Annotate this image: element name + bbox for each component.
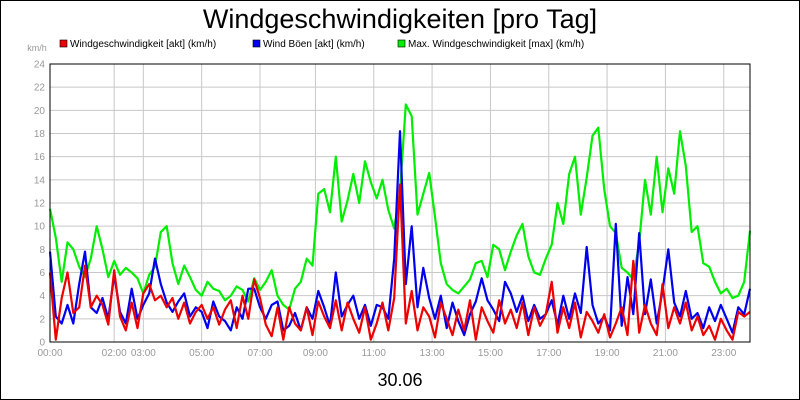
legend-swatch <box>59 39 68 48</box>
x-tick-label: 00:00 <box>37 348 62 359</box>
y-tick-label: 20 <box>34 106 46 117</box>
legend: Windgeschwindigkeit [akt] (km/h) Wind Böe… <box>59 39 584 50</box>
y-tick-label: 10 <box>34 222 46 233</box>
y-tick-label: 16 <box>34 152 46 163</box>
y-tick-label: 14 <box>34 175 46 186</box>
x-axis-ticks: 00:00 02:00 03:00 05:00 07:00 09:00 11:00 13:00… <box>37 348 736 359</box>
x-tick-label: 05:00 <box>189 348 214 359</box>
x-tick-label: 07:00 <box>247 348 272 359</box>
x-tick-label: 19:00 <box>595 348 620 359</box>
x-tick-label: 21:00 <box>653 348 678 359</box>
x-tick-label: 02:00 <box>102 348 127 359</box>
y-tick-label: 12 <box>34 199 46 210</box>
y-tick-label: 6 <box>39 268 45 279</box>
legend-label: Wind Böen [akt] (km/h) <box>263 39 365 50</box>
y-tick-label: 2 <box>39 314 45 325</box>
y-tick-label: 0 <box>39 338 45 349</box>
x-tick-label: 23:00 <box>711 348 736 359</box>
legend-swatch <box>397 39 406 48</box>
series-lines <box>48 103 752 341</box>
series-line-2 <box>48 130 752 337</box>
y-tick-label: 4 <box>39 291 45 302</box>
y-axis-unit: km/h <box>27 43 47 53</box>
x-tick-label: 11:00 <box>362 348 387 359</box>
legend-label: Windgeschwindigkeit [akt] (km/h) <box>70 39 216 50</box>
y-tick-label: 22 <box>34 83 46 94</box>
x-tick-label: 09:00 <box>303 348 328 359</box>
plot-area <box>49 63 751 343</box>
y-tick-label: 24 <box>34 60 46 71</box>
x-tick-label: 13:00 <box>420 348 445 359</box>
y-tick-label: 18 <box>34 129 46 140</box>
x-tick-label: 17:00 <box>536 348 561 359</box>
series-line-3 <box>48 183 751 341</box>
legend-label: Max. Windgeschwindigkeit [max] (km/h) <box>408 39 584 50</box>
x-tick-label: 03:00 <box>131 348 156 359</box>
legend-swatch <box>252 39 261 48</box>
x-tick-label: 15:00 <box>478 348 503 359</box>
x-axis-date-label: 30.06 <box>377 370 422 390</box>
y-tick-label: 8 <box>39 245 45 256</box>
chart-title: Windgeschwindigkeiten [pro Tag] <box>203 4 597 34</box>
